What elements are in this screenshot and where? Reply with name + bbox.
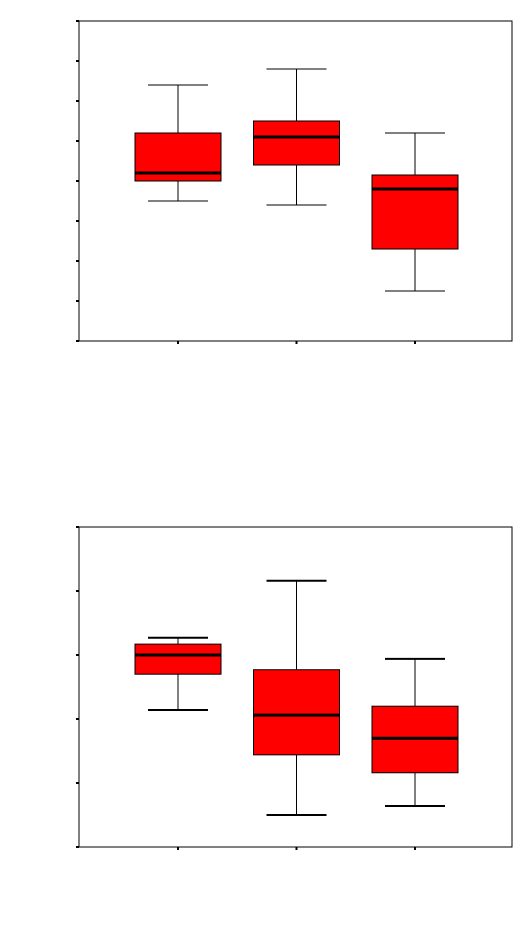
box — [253, 669, 340, 756]
box — [253, 120, 340, 166]
box — [371, 174, 459, 250]
box — [134, 643, 222, 675]
